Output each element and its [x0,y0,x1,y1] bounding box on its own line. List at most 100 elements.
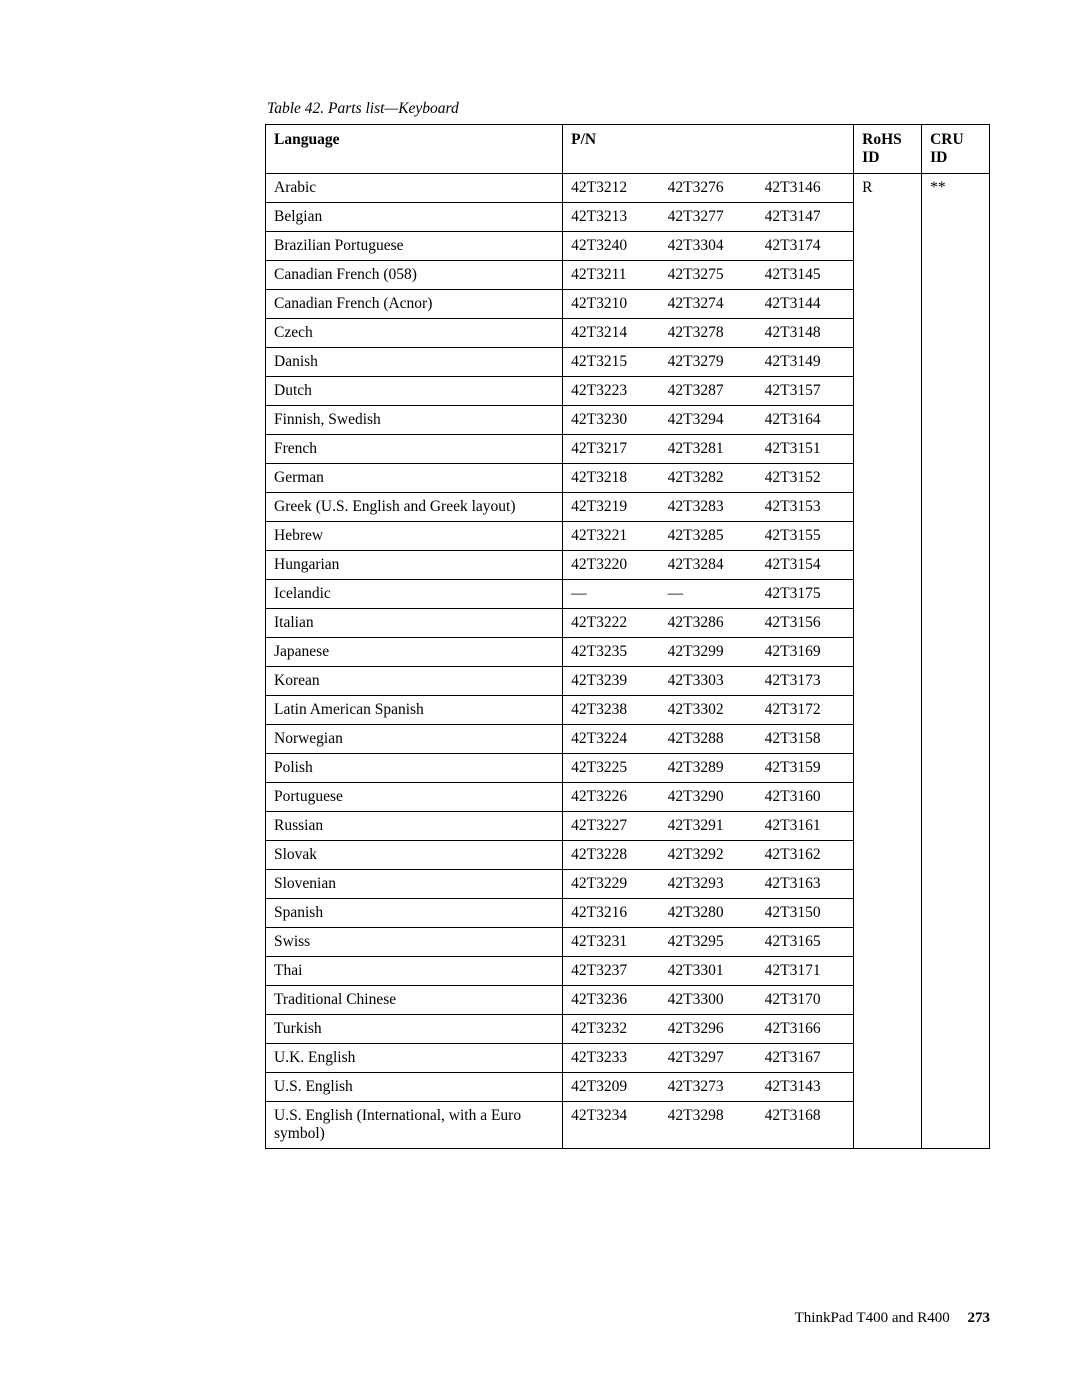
cell-cru [922,667,990,696]
cell-rohs [854,551,922,580]
cell-pn: 42T3169 [757,638,854,667]
cell-pn: 42T3152 [757,464,854,493]
cell-pn: 42T3233 [563,1044,660,1073]
cell-pn: 42T3225 [563,754,660,783]
cell-rohs [854,609,922,638]
table-row: U.S. English42T320942T327342T3143 [266,1073,990,1102]
table-row: Czech42T321442T327842T3148 [266,319,990,348]
cell-rohs [854,986,922,1015]
cell-pn: 42T3302 [660,696,757,725]
cell-language: Dutch [266,377,563,406]
cell-rohs [854,696,922,725]
cell-pn: 42T3230 [563,406,660,435]
table-row: Belgian42T321342T327742T3147 [266,203,990,232]
cell-rohs [854,1073,922,1102]
cell-cru [922,348,990,377]
cell-cru [922,696,990,725]
cell-cru [922,783,990,812]
cell-pn: 42T3280 [660,899,757,928]
cell-pn: 42T3294 [660,406,757,435]
cell-rohs [854,841,922,870]
cell-language: Italian [266,609,563,638]
table-row: Greek (U.S. English and Greek layout)42T… [266,493,990,522]
cell-language: Hebrew [266,522,563,551]
cell-language: Thai [266,957,563,986]
table-row: Brazilian Portuguese42T324042T330442T317… [266,232,990,261]
cell-pn: 42T3166 [757,1015,854,1044]
col-header-language: Language [266,125,563,174]
table-row: Danish42T321542T327942T3149 [266,348,990,377]
cell-pn: 42T3239 [563,667,660,696]
cell-pn: 42T3224 [563,725,660,754]
cell-cru [922,638,990,667]
cell-pn: 42T3212 [563,174,660,203]
cell-cru [922,319,990,348]
table-row: Canadian French (Acnor)42T321042T327442T… [266,290,990,319]
cell-pn: 42T3288 [660,725,757,754]
table-row: Swiss42T323142T329542T3165 [266,928,990,957]
cell-rohs [854,377,922,406]
cell-pn: 42T3160 [757,783,854,812]
cell-pn: 42T3292 [660,841,757,870]
table-row: Japanese42T323542T329942T3169 [266,638,990,667]
cell-language: Icelandic [266,580,563,609]
cell-language: Japanese [266,638,563,667]
cell-pn: 42T3163 [757,870,854,899]
cell-cru [922,986,990,1015]
cell-cru [922,957,990,986]
cell-pn: 42T3144 [757,290,854,319]
cell-pn: 42T3301 [660,957,757,986]
table-row: Traditional Chinese42T323642T330042T3170 [266,986,990,1015]
cell-pn: 42T3231 [563,928,660,957]
cell-pn: 42T3174 [757,232,854,261]
cell-rohs [854,522,922,551]
cell-pn: 42T3295 [660,928,757,957]
cell-pn: 42T3213 [563,203,660,232]
header-row: Language P/N RoHS ID CRU ID [266,125,990,174]
table-row: Slovenian42T322942T329342T3163 [266,870,990,899]
cell-pn: 42T3289 [660,754,757,783]
cell-pn: 42T3228 [563,841,660,870]
cell-cru [922,522,990,551]
cell-rohs [854,261,922,290]
cell-pn: 42T3219 [563,493,660,522]
cell-rohs [854,957,922,986]
cell-language: U.S. English (International, with a Euro… [266,1102,563,1149]
cell-pn: 42T3147 [757,203,854,232]
cell-rohs [854,667,922,696]
cell-cru [922,464,990,493]
cell-cru [922,609,990,638]
cell-language: Traditional Chinese [266,986,563,1015]
cell-pn: 42T3279 [660,348,757,377]
cell-cru [922,1102,990,1149]
cell-language: Danish [266,348,563,377]
cell-pn: 42T3300 [660,986,757,1015]
cell-pn: 42T3237 [563,957,660,986]
cell-pn: 42T3277 [660,203,757,232]
col-header-cru: CRU ID [922,125,990,174]
table-row: Russian42T322742T329142T3161 [266,812,990,841]
cell-rohs [854,464,922,493]
cell-language: Belgian [266,203,563,232]
cell-language: Portuguese [266,783,563,812]
cell-language: Brazilian Portuguese [266,232,563,261]
table-row: Thai42T323742T330142T3171 [266,957,990,986]
cell-pn: 42T3146 [757,174,854,203]
cell-pn: 42T3162 [757,841,854,870]
cell-language: German [266,464,563,493]
cell-pn: 42T3173 [757,667,854,696]
cell-pn: 42T3299 [660,638,757,667]
cell-pn: 42T3153 [757,493,854,522]
table-body: Arabic42T321242T327642T3146R**Belgian42T… [266,174,990,1149]
cell-language: French [266,435,563,464]
cell-cru [922,232,990,261]
cell-pn: 42T3282 [660,464,757,493]
cell-pn: 42T3158 [757,725,854,754]
cell-cru [922,1073,990,1102]
cell-rohs [854,319,922,348]
cell-language: Arabic [266,174,563,203]
cell-rohs [854,1015,922,1044]
cell-language: Polish [266,754,563,783]
cell-language: Greek (U.S. English and Greek layout) [266,493,563,522]
cell-language: Norwegian [266,725,563,754]
